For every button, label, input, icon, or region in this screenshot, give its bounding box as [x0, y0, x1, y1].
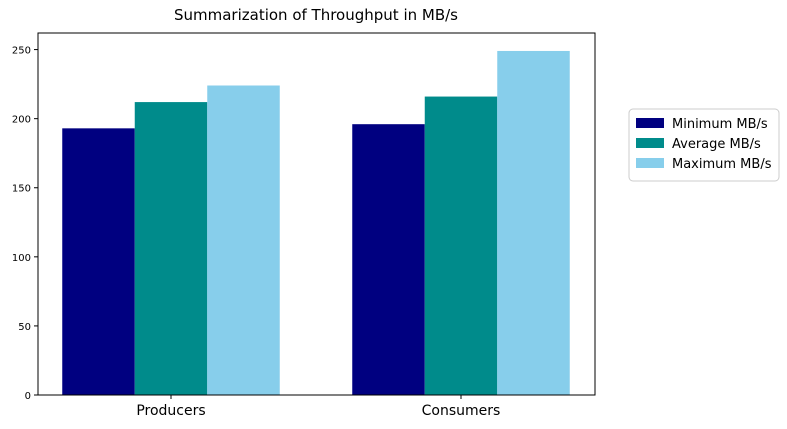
chart-title: Summarization of Throughput in MB/s [174, 6, 458, 24]
y-tick-label: 100 [12, 253, 31, 264]
y-tick-label: 0 [25, 391, 31, 402]
legend-swatch-0 [636, 118, 664, 128]
y-tick-label: 200 [12, 115, 31, 126]
bar-1-2 [497, 50, 570, 396]
bar-0-1 [134, 102, 208, 395]
bar-1-0 [352, 124, 425, 395]
y-tick-label: 150 [12, 184, 31, 195]
x-tick-label: Producers [136, 403, 205, 419]
y-tick-label: 50 [18, 322, 31, 333]
y-axis: 0 50 100 150 200 250 [12, 46, 38, 402]
y-tick-label: 250 [12, 46, 31, 57]
bar-1-1 [424, 96, 498, 395]
x-tick-label: Consumers [422, 403, 501, 419]
legend-label-0: Minimum MB/s [672, 117, 768, 132]
legend: Minimum MB/s Average MB/s Maximum MB/s [628, 108, 780, 182]
bars-layer [62, 50, 570, 396]
bar-0-0 [62, 128, 135, 395]
bar-0-2 [207, 85, 280, 395]
legend-label-1: Average MB/s [672, 137, 761, 152]
legend-box [628, 108, 780, 182]
plot-frame [37, 32, 596, 396]
legend-label-2: Maximum MB/s [672, 157, 772, 172]
x-axis: Producers Consumers [136, 395, 500, 419]
legend-swatch-1 [636, 138, 664, 148]
legend-swatch-2 [636, 158, 664, 168]
